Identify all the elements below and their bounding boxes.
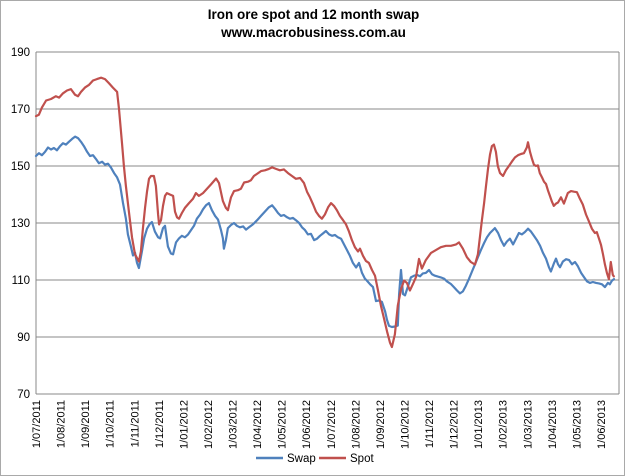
y-tick-label-110: 110 xyxy=(12,275,30,287)
y-tick-label-150: 150 xyxy=(11,161,30,173)
x-tick-label: 1/01/2012 xyxy=(178,400,190,449)
y-tick-label-170: 170 xyxy=(11,104,30,116)
x-tick-label: 1/03/2012 xyxy=(228,400,240,449)
legend-swap-label: Swap xyxy=(287,453,316,465)
x-tick-label: 1/04/2012 xyxy=(252,400,264,449)
y-tick-label-70: 70 xyxy=(17,389,30,401)
x-tick-label: 1/06/2013 xyxy=(596,400,608,449)
x-tick-label: 1/05/2013 xyxy=(571,400,583,449)
x-tick-label: 1/11/2012 xyxy=(424,400,436,448)
x-tick-label: 1/03/2013 xyxy=(522,400,534,449)
x-tick-label: 1/01/2013 xyxy=(473,400,485,449)
x-tick-label: 1/10/2012 xyxy=(399,400,411,449)
x-tick-label: 1/02/2013 xyxy=(498,400,510,449)
gridlines xyxy=(36,51,619,395)
y-tick-label-190: 190 xyxy=(11,47,30,59)
y-axis-tick-labels: 190 170 150 130 110 90 70 xyxy=(11,47,30,401)
series-lines xyxy=(34,76,616,349)
x-tick-label: 1/02/2012 xyxy=(203,400,215,449)
y-tick-label-130: 130 xyxy=(11,218,30,230)
x-tick-label: 1/08/2012 xyxy=(350,400,362,449)
x-tick-label: 1/12/2012 xyxy=(449,400,461,449)
x-tick-label: 1/05/2012 xyxy=(277,400,289,449)
x-tick-label: 1/07/2011 xyxy=(31,400,43,448)
x-tick-label: 1/12/2011 xyxy=(154,400,166,448)
x-tick-label: 1/08/2011 xyxy=(56,400,68,448)
x-tick-label: 1/09/2011 xyxy=(80,400,92,448)
series-line-swap xyxy=(34,135,616,329)
chart-title: Iron ore spot and 12 month swap xyxy=(207,7,420,22)
y-tick-label-90: 90 xyxy=(17,332,30,344)
x-tick-label: 1/04/2013 xyxy=(547,400,559,449)
x-tick-label: 1/09/2012 xyxy=(375,400,387,449)
x-tick-label: 1/06/2012 xyxy=(301,400,313,449)
axes xyxy=(35,52,620,394)
x-tick-label: 1/07/2012 xyxy=(326,400,338,449)
x-tick-label: 1/10/2011 xyxy=(105,400,117,448)
series-line-spot xyxy=(34,76,615,349)
legend: Swap Spot xyxy=(256,453,374,465)
chart-subtitle: www.macrobusiness.com.au xyxy=(221,25,406,40)
x-axis-tick-labels: 1/07/2011 1/08/2011 1/09/2011 1/10/2011 1/11… xyxy=(31,400,608,449)
legend-spot-label: Spot xyxy=(350,453,374,465)
chart-title-block: Iron ore spot and 12 month swap www.macr… xyxy=(1,6,624,42)
x-tick-label: 1/11/2011 xyxy=(129,400,141,447)
